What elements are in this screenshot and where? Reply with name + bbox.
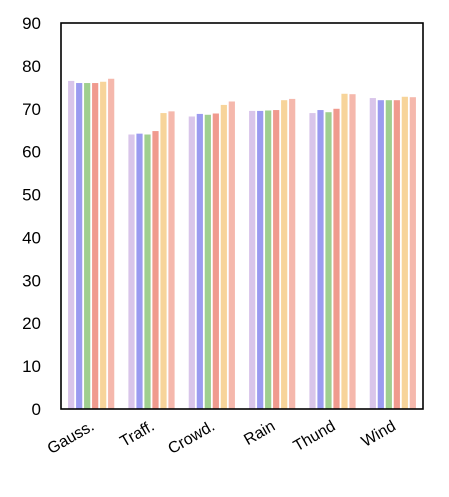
bar-2-series-6 — [168, 111, 175, 409]
bar-5-series-1 — [309, 113, 316, 409]
bars-layer — [68, 78, 416, 410]
axes-layer — [60, 22, 424, 410]
x-tick-label: Rain — [241, 418, 278, 449]
bar-5-series-2 — [317, 110, 324, 409]
bar-2-series-5 — [160, 113, 167, 409]
bar-5-series-5 — [341, 93, 348, 410]
bar-2-series-1 — [128, 134, 135, 409]
bar-4-series-2 — [257, 110, 264, 410]
y-tick-label: 40 — [22, 228, 41, 247]
bar-3-series-6 — [228, 101, 235, 410]
bar-1-series-4 — [92, 83, 99, 409]
y-tick-label: 70 — [22, 100, 41, 119]
bar-3-series-2 — [196, 113, 203, 410]
y-tick-label: 10 — [22, 357, 41, 376]
bar-1-series-1 — [68, 80, 75, 410]
bar-6-series-5 — [401, 96, 408, 410]
bar-4-series-5 — [281, 100, 288, 409]
bar-2-series-2 — [136, 133, 143, 409]
bar-2-series-4 — [152, 131, 159, 409]
y-tick-label: 80 — [22, 57, 41, 76]
y-tick-labels: 0 10 20 30 40 50 60 70 80 90 — [22, 14, 41, 419]
bar-6-series-6 — [409, 97, 416, 409]
bar-4-series-6 — [289, 98, 296, 409]
x-tick-label: Thund — [291, 418, 339, 455]
bar-5-series-3 — [325, 112, 332, 410]
bar-4-series-3 — [265, 110, 272, 410]
bar-6-series-2 — [377, 100, 384, 409]
x-tick-label: Traff. — [117, 418, 157, 451]
bar-3-series-5 — [220, 104, 227, 410]
bar-3-series-1 — [188, 116, 195, 409]
bar-1-series-3 — [84, 83, 91, 409]
y-tick-label: 20 — [22, 314, 41, 333]
y-tick-label: 30 — [22, 271, 41, 290]
bar-2-series-3 — [144, 134, 151, 409]
y-tick-label: 0 — [32, 400, 41, 419]
bar-6-series-4 — [393, 100, 400, 409]
bar-5-series-6 — [349, 94, 356, 409]
bar-5-series-4 — [333, 108, 340, 409]
bar-1-series-2 — [76, 83, 83, 409]
plot-frame — [60, 22, 424, 410]
bar-4-series-1 — [249, 110, 256, 410]
x-tick-label: Gauss. — [45, 418, 97, 458]
bar-3-series-3 — [204, 114, 211, 409]
y-tick-label: 50 — [22, 186, 41, 205]
x-tick-label: Crowd. — [165, 418, 217, 458]
x-tick-label: Wind — [359, 418, 399, 451]
bar-3-series-4 — [212, 113, 219, 409]
bar-6-series-3 — [385, 100, 392, 409]
bar-1-series-5 — [100, 81, 107, 409]
y-tick-label: 60 — [22, 143, 41, 162]
x-category-labels: Gauss. Traff. Crowd. Rain Thund Wind — [45, 418, 399, 458]
bar-1-series-6 — [108, 78, 115, 409]
y-tick-label: 90 — [22, 14, 41, 33]
bar-4-series-4 — [273, 110, 280, 409]
bar-6-series-1 — [369, 98, 376, 409]
